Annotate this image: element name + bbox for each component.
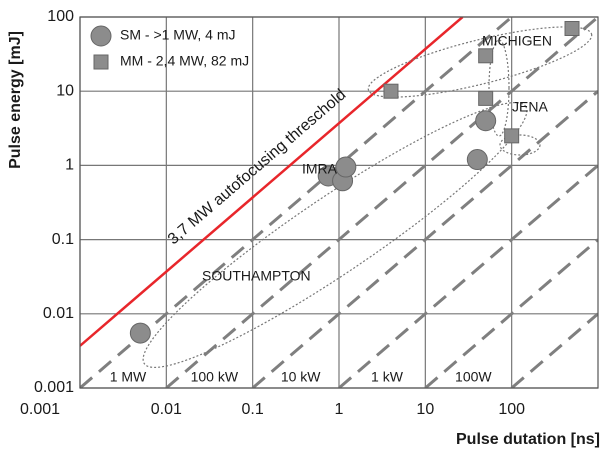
plot-frame	[79, 16, 599, 389]
y-tick-label: 0.01	[43, 305, 74, 322]
ellipse-jena	[488, 39, 510, 137]
point	[564, 20, 580, 36]
ellipse-small	[499, 134, 541, 156]
x-tick-label: 100	[498, 401, 525, 418]
legend-marker	[93, 54, 109, 70]
point	[466, 149, 488, 171]
point	[504, 128, 520, 144]
y-tick-label: 1	[65, 157, 74, 174]
ellipse-michigan	[367, 26, 593, 98]
point	[129, 322, 151, 344]
x-axis-title: Pulse dutation [ns]	[456, 431, 600, 448]
x-tick-label: 0.001	[20, 401, 60, 418]
power-line	[80, 17, 513, 388]
annotation: IMRA	[302, 161, 338, 177]
power-line	[338, 164, 598, 388]
lines	[80, 17, 598, 388]
ellipses	[142, 26, 593, 369]
point	[383, 83, 399, 99]
power-line	[424, 238, 598, 388]
ellipse-southampton	[142, 101, 528, 369]
power-line-label: 1 MW	[110, 369, 147, 385]
point	[335, 156, 357, 178]
y-tick-label: 100	[47, 8, 74, 25]
y-tick-label: 0.1	[52, 231, 74, 248]
annotation: JENA	[512, 99, 548, 115]
x-tick-label: 10	[416, 401, 434, 418]
x-tick-label: 0.01	[151, 401, 182, 418]
power-line-label: 100W	[455, 369, 492, 385]
y-axis-title: Pulse energy [mJ]	[7, 31, 24, 169]
point	[475, 110, 497, 132]
power-line-label: 1 kW	[371, 369, 404, 385]
point	[478, 90, 494, 106]
power-line	[510, 312, 598, 388]
power-line	[251, 90, 598, 388]
y-tick-label: 0.001	[34, 379, 74, 396]
point	[478, 48, 494, 64]
power-line-label: 100 kW	[191, 369, 239, 385]
annotation: MICHIGEN	[482, 33, 552, 49]
x-tick-label: 1	[335, 401, 344, 418]
legend-label: SM - >1 MW, 4 mJ	[120, 27, 236, 43]
x-tick-label: 0.1	[242, 401, 264, 418]
power-line-label: 10 kW	[281, 369, 321, 385]
y-tick-label: 10	[56, 82, 74, 99]
power-line	[165, 17, 598, 388]
threshold-line	[80, 17, 464, 347]
marks	[129, 20, 580, 344]
legend-label: MM - 2,4 MW, 82 mJ	[120, 53, 249, 69]
annotation: SOUTHAMPTON	[202, 268, 311, 284]
legend-marker	[90, 25, 112, 47]
